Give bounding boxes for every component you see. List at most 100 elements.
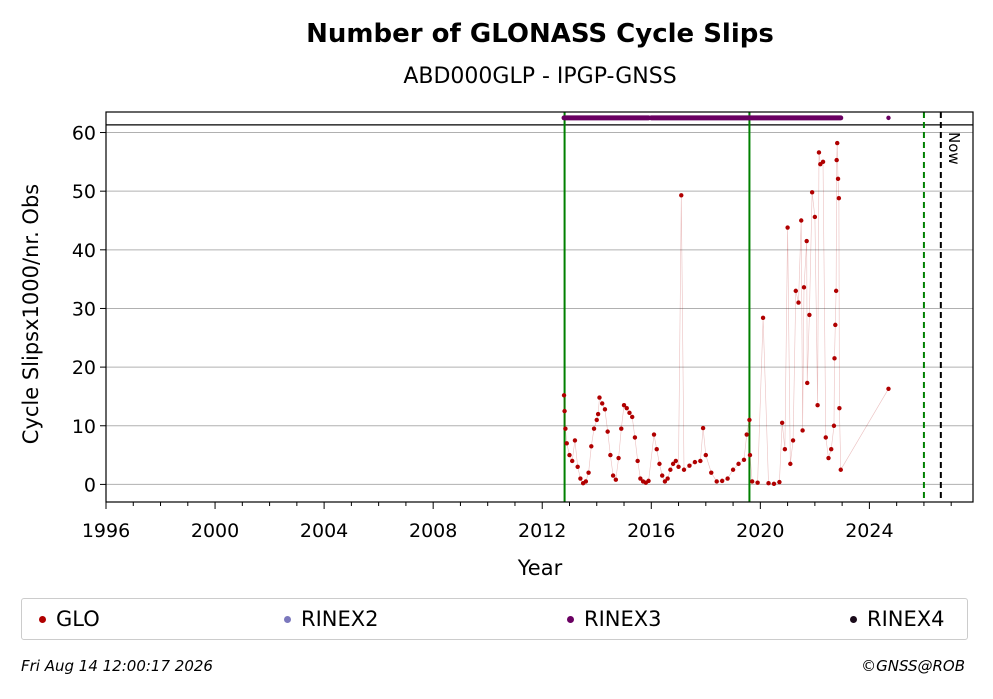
glo-point bbox=[673, 458, 679, 464]
glo-point bbox=[605, 429, 610, 434]
glo-point bbox=[627, 410, 632, 416]
glo-point bbox=[835, 176, 841, 182]
glo-point bbox=[561, 393, 567, 398]
glo-point bbox=[804, 238, 809, 244]
glo-point bbox=[572, 438, 578, 443]
glo-point bbox=[563, 426, 568, 431]
y-tick-label: 30 bbox=[72, 298, 96, 320]
glo-point bbox=[790, 438, 796, 443]
rinex3-point bbox=[886, 115, 891, 121]
glo-point bbox=[788, 461, 793, 467]
y-tick-label: 60 bbox=[72, 123, 96, 145]
glo-point bbox=[747, 452, 753, 458]
glo-point bbox=[785, 225, 790, 230]
legend-item-rinex2: RINEX2 bbox=[284, 599, 379, 639]
glo-connector-line bbox=[563, 143, 889, 485]
glo-point bbox=[621, 403, 627, 408]
glo-point bbox=[779, 420, 785, 426]
glo-point bbox=[610, 473, 616, 478]
glo-point bbox=[800, 428, 805, 433]
glo-point bbox=[719, 478, 725, 484]
glo-point bbox=[676, 464, 681, 470]
glo-point bbox=[600, 401, 605, 406]
glo-point bbox=[629, 414, 635, 420]
legend-marker-rinex3 bbox=[567, 615, 574, 623]
glo-point bbox=[816, 150, 822, 155]
glo-point bbox=[834, 157, 839, 163]
glo-point bbox=[771, 481, 777, 487]
glo-point bbox=[777, 479, 782, 485]
glo-point bbox=[807, 312, 812, 318]
legend-label-rinex3: RINEX3 bbox=[584, 607, 662, 631]
glo-point bbox=[766, 481, 771, 486]
glo-point bbox=[597, 395, 602, 400]
y-tick-label: 0 bbox=[84, 474, 96, 496]
y-axis-label: Cycle Slipsx1000/nr. Obs bbox=[19, 184, 43, 444]
glo-point bbox=[823, 435, 828, 440]
glo-point bbox=[619, 426, 624, 431]
x-tick-label: 2004 bbox=[300, 520, 348, 542]
y-tick-label: 40 bbox=[72, 240, 96, 262]
glo-point bbox=[583, 479, 589, 484]
glo-point bbox=[835, 140, 840, 146]
glo-point bbox=[741, 457, 747, 462]
glo-point bbox=[755, 480, 760, 485]
glo-point bbox=[793, 288, 798, 294]
glo-point bbox=[589, 444, 594, 449]
glo-point bbox=[809, 190, 815, 195]
glo-point bbox=[646, 478, 651, 484]
glo-point bbox=[725, 476, 730, 481]
glo-point bbox=[651, 432, 657, 437]
now-label: Now bbox=[945, 132, 963, 165]
legend-item-rinex3: RINEX3 bbox=[567, 599, 662, 639]
glo-point bbox=[662, 479, 668, 484]
glo-point bbox=[632, 435, 638, 440]
glo-point bbox=[567, 452, 572, 458]
glo-point bbox=[681, 467, 687, 472]
glo-point bbox=[832, 356, 837, 361]
glo-point bbox=[608, 452, 613, 458]
legend-label-glo: GLO bbox=[56, 607, 100, 631]
glo-point bbox=[591, 426, 597, 431]
x-tick-label: 2012 bbox=[518, 520, 566, 542]
glo-point bbox=[831, 423, 837, 428]
glo-point bbox=[564, 441, 569, 446]
glo-point bbox=[886, 386, 891, 392]
glo-point bbox=[812, 214, 818, 220]
glo-point bbox=[782, 447, 788, 452]
glo-point bbox=[595, 411, 601, 417]
glo-point bbox=[805, 380, 810, 386]
glo-point bbox=[570, 458, 575, 464]
glo-point bbox=[586, 470, 591, 475]
legend-marker-rinex4 bbox=[850, 615, 857, 623]
glo-point bbox=[624, 405, 629, 411]
glo-point bbox=[736, 461, 741, 467]
legend: GLO RINEX2 RINEX3 RINEX4 bbox=[21, 598, 968, 640]
y-tick-label: 50 bbox=[72, 181, 96, 203]
legend-label-rinex2: RINEX2 bbox=[301, 607, 379, 631]
glo-point bbox=[635, 458, 640, 464]
generated-timestamp: Fri Aug 14 12:00:17 2026 bbox=[21, 657, 213, 675]
glo-point bbox=[594, 417, 599, 423]
glo-point bbox=[670, 461, 676, 467]
legend-item-glo: GLO bbox=[39, 599, 100, 639]
glo-point bbox=[654, 447, 659, 452]
grid-lines bbox=[106, 132, 973, 485]
x-tick-label: 2020 bbox=[736, 520, 784, 542]
glo-point bbox=[836, 196, 842, 201]
y-tick-label: 10 bbox=[72, 416, 96, 438]
glo-point bbox=[668, 467, 673, 472]
plot-frame bbox=[105, 111, 974, 503]
glo-point bbox=[838, 467, 843, 472]
glo-point bbox=[833, 322, 838, 328]
x-tick-label: 2008 bbox=[409, 520, 457, 542]
glo-point bbox=[815, 403, 820, 408]
chart-subtitle: ABD000GLP - IPGP-GNSS bbox=[403, 64, 676, 89]
glo-point bbox=[700, 425, 706, 431]
glo-point bbox=[826, 455, 831, 461]
glo-point bbox=[687, 463, 692, 468]
glo-point bbox=[837, 405, 842, 411]
y-tick-label: 20 bbox=[72, 357, 96, 379]
legend-marker-glo bbox=[39, 615, 46, 623]
glo-point bbox=[698, 458, 703, 464]
